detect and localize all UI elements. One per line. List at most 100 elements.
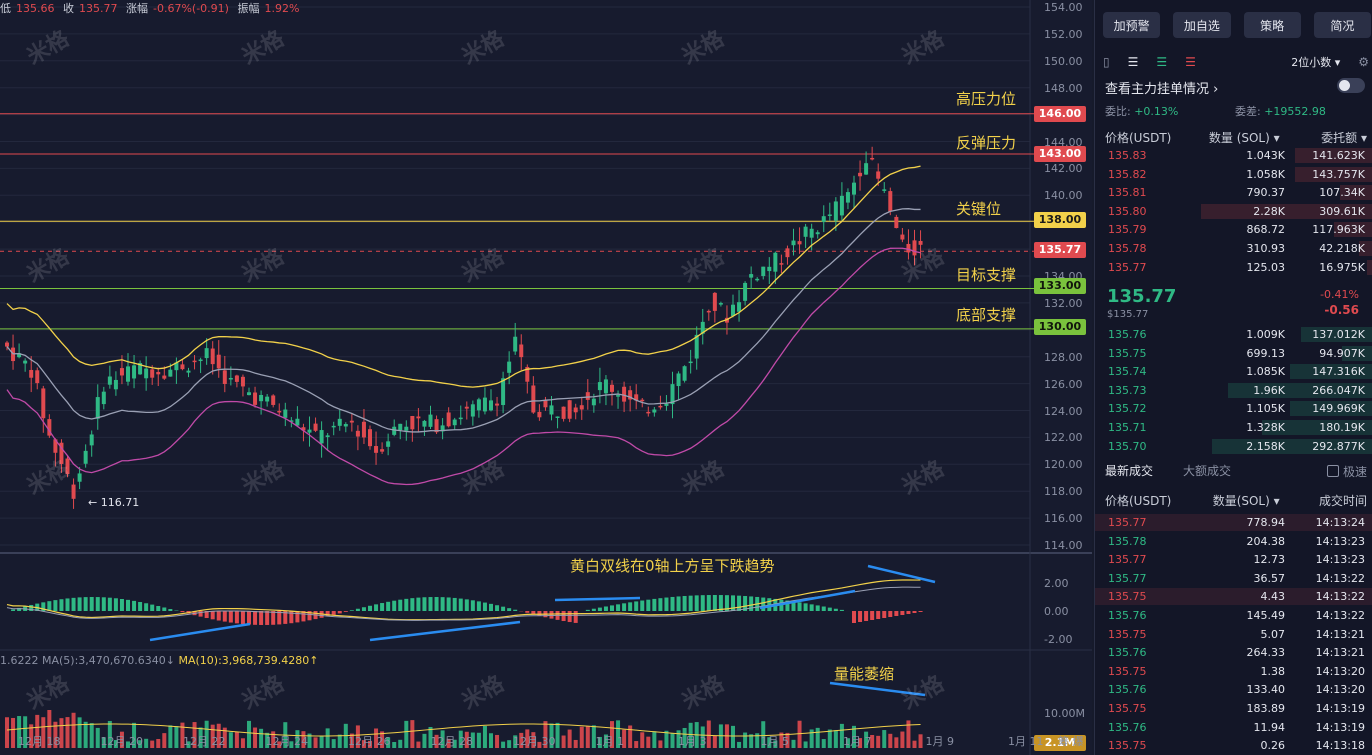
macd-histogram-bar: [864, 611, 869, 621]
macd-histogram-bar: [101, 597, 106, 611]
tab-latest-trades[interactable]: 最新成交: [1105, 464, 1154, 478]
order-qty: 2.28K: [1253, 204, 1285, 218]
candle-body: [416, 416, 421, 419]
tab-large-trades[interactable]: 大额成交: [1183, 464, 1232, 478]
layout-both-icon[interactable]: ▯: [1103, 55, 1110, 69]
order-price: 135.81: [1108, 186, 1147, 200]
header-total[interactable]: 委托额 ▾: [1321, 131, 1367, 145]
trade-price: 135.76: [1108, 720, 1147, 734]
header-qty[interactable]: 数量 (SOL) ▾: [1208, 131, 1280, 145]
trade-qty: 778.94: [1246, 516, 1286, 529]
trades-header: 价格(USDT) 数量(SOL) ▾ 成交时间: [1105, 492, 1367, 510]
order-total: 107.34K: [1319, 186, 1365, 200]
macd-histogram-bar: [706, 595, 711, 611]
macd-histogram-bar: [41, 602, 46, 611]
ask-row[interactable]: 135.82 1.058K 143.757K: [1095, 166, 1372, 183]
volume-bar: [168, 725, 173, 748]
bid-row[interactable]: 135.74 1.085K 147.316K: [1095, 363, 1372, 380]
macd-histogram-bar: [168, 609, 173, 611]
candle-body: [361, 421, 366, 438]
macd-histogram-bar: [404, 598, 409, 611]
candle-body: [821, 216, 826, 222]
macd-histogram-bar: [797, 602, 802, 611]
volume-bar: [95, 727, 100, 748]
macd-histogram-bar: [815, 605, 820, 611]
volume-bar: [585, 726, 590, 748]
chip-burst-label[interactable]: 筹 爆: [1058, 735, 1084, 748]
ask-row[interactable]: 135.77 125.03 16.975K: [1095, 259, 1372, 276]
candle-body: [138, 363, 143, 375]
trend-arrow: [369, 620, 521, 642]
volume-bar: [392, 741, 397, 748]
volume-bar: [337, 734, 342, 748]
add-watchlist-button[interactable]: 加自选: [1173, 12, 1231, 38]
ask-row[interactable]: 135.81 790.37 107.34K: [1095, 184, 1372, 201]
add-alert-button[interactable]: 加预警: [1103, 12, 1161, 38]
volume-bar: [561, 735, 566, 748]
kline-chart-svg[interactable]: [0, 0, 1092, 755]
order-total: 147.316K: [1312, 365, 1365, 379]
overview-button[interactable]: 简况: [1313, 12, 1371, 38]
ask-row[interactable]: 135.79 868.72 117.963K: [1095, 221, 1372, 238]
annotation-macd-note: 黄白双线在0轴上方呈下跌趋势: [570, 557, 775, 575]
order-qty: 1.328K: [1246, 421, 1285, 434]
price-tag-bottom-support: 130.00: [1034, 319, 1086, 335]
chart-area[interactable]: 低 135.66 收 135.77 涨幅 -0.67%(-0.91) 振幅 1.92% …: [0, 0, 1159, 755]
bid-row[interactable]: 135.76 1.009K 137.012K: [1095, 326, 1372, 343]
ratio-row: 委比: +0.13% 委差: +19552.98: [1105, 103, 1363, 119]
bid-row[interactable]: 135.72 1.105K 149.969K: [1095, 400, 1372, 417]
strategy-button[interactable]: 策略: [1243, 12, 1301, 38]
layout-default-icon[interactable]: ☰: [1127, 55, 1139, 69]
order-total: 42.218K: [1319, 242, 1365, 255]
candle-body: [470, 404, 475, 417]
bid-row[interactable]: 135.71 1.328K 180.19K: [1095, 419, 1372, 436]
ask-row[interactable]: 135.78 310.93 42.218K: [1095, 240, 1372, 257]
macd-histogram-bar: [676, 596, 681, 611]
macd-histogram-bar: [307, 611, 312, 621]
ask-row[interactable]: 135.80 2.28K 309.61K: [1095, 203, 1372, 220]
order-qty: 310.93: [1246, 242, 1286, 255]
candle-body: [398, 423, 403, 431]
macd-histogram-bar: [337, 611, 342, 614]
candle-body: [452, 419, 457, 426]
bid-row[interactable]: 135.73 1.96K 266.047K: [1095, 382, 1372, 399]
order-price: 135.82: [1108, 167, 1147, 181]
volume-bar: [767, 737, 772, 748]
volume-bar: [876, 735, 881, 748]
candle-body: [440, 425, 445, 432]
bid-row[interactable]: 135.75 699.13 94.907K: [1095, 345, 1372, 362]
order-price: 135.70: [1108, 439, 1147, 453]
volume-bar: [882, 730, 887, 748]
macd-histogram-bar: [870, 611, 875, 620]
macd-histogram-bar: [216, 611, 221, 621]
main-order-toggle[interactable]: [1337, 78, 1365, 93]
volume-bar: [271, 731, 276, 748]
volume-bar: [126, 741, 130, 748]
candle-body: [337, 418, 342, 426]
volume-bar: [349, 733, 354, 748]
precision-select[interactable]: 2位小数 ▾: [1291, 56, 1341, 69]
candle-body: [192, 360, 197, 363]
header-price: 价格(USDT): [1105, 131, 1172, 145]
bid-row[interactable]: 135.70 2.158K 292.877K: [1095, 438, 1372, 455]
volume-bar: [331, 739, 336, 748]
candle-body: [906, 243, 911, 253]
volume-bar: [247, 720, 251, 748]
price-axis-tick: 116.00: [1044, 512, 1083, 526]
ask-row[interactable]: 135.83 1.043K 141.623K: [1095, 147, 1372, 164]
trades-header-qty[interactable]: 数量(SOL) ▾: [1212, 494, 1280, 508]
layout-asks-icon[interactable]: ☰: [1185, 55, 1196, 69]
volume-bar: [833, 730, 838, 748]
order-qty: 2.158K: [1246, 439, 1285, 453]
depth-bar: [1200, 203, 1372, 219]
candle-body: [132, 365, 137, 379]
main-order-row[interactable]: 查看主力挂单情况 ›: [1105, 78, 1365, 97]
trade-time: 14:13:19: [1315, 702, 1365, 715]
order-total: 149.969K: [1312, 402, 1365, 416]
extreme-checkbox[interactable]: 极速: [1326, 462, 1367, 480]
layout-bids-icon[interactable]: ☰: [1156, 55, 1168, 69]
settings-icon[interactable]: ⚙: [1358, 55, 1369, 69]
time-axis-tick: 12月 20: [100, 735, 144, 748]
macd-histogram-bar: [331, 611, 336, 615]
volume-bar: [652, 731, 657, 748]
